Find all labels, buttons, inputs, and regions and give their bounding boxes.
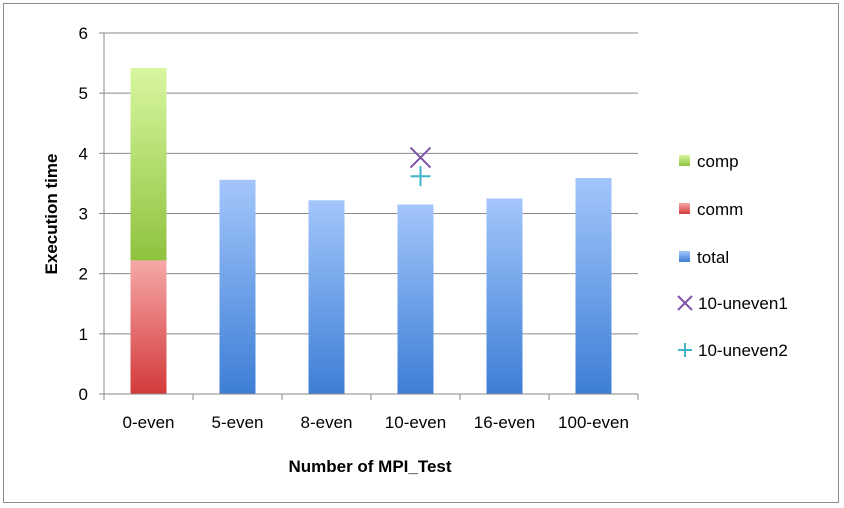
x-tick-label-100-even: 100-even — [558, 413, 629, 432]
bar-total-10-even — [397, 204, 434, 394]
y-tick-labels: 0 1 2 3 4 5 6 — [79, 24, 88, 404]
bar-total-8-even — [308, 200, 345, 394]
y-axis-title: Execution time — [42, 154, 61, 275]
x-tick-label-5-even: 5-even — [212, 413, 264, 432]
legend-swatch-comp — [679, 155, 690, 166]
x-tick-label-8-even: 8-even — [301, 413, 353, 432]
legend-swatch-comm — [679, 203, 690, 214]
gridlines — [104, 32, 638, 335]
bar-total-16-even — [486, 198, 523, 394]
bars — [130, 67, 612, 394]
legend-label-10-uneven1: 10-uneven1 — [698, 294, 788, 313]
x-tick-label-16-even: 16-even — [474, 413, 535, 432]
legend-label-comp: comp — [697, 152, 739, 171]
y-tick-label-6: 6 — [79, 24, 88, 43]
legend-swatch-total — [679, 251, 690, 262]
y-tick-label-0: 0 — [79, 385, 88, 404]
marker-10-uneven2 — [410, 166, 431, 187]
bar-total-5-even — [219, 179, 256, 394]
y-tick-label-4: 4 — [79, 144, 88, 163]
legend: comp comm total 10-uneven1 10-uneven2 — [677, 152, 788, 360]
y-tick-label-5: 5 — [79, 84, 88, 103]
y-tick-label-2: 2 — [79, 265, 88, 284]
legend-label-10-uneven2: 10-uneven2 — [698, 341, 788, 360]
marker-10-uneven1 — [409, 146, 432, 169]
legend-marker-10-uneven1-stroke-b — [677, 295, 693, 311]
legend-marker-10-uneven1 — [677, 295, 693, 311]
bar-total-100-even — [575, 178, 612, 394]
axes — [99, 32, 639, 400]
legend-label-comm: comm — [697, 200, 743, 219]
x-axis-title: Number of MPI_Test — [288, 457, 451, 476]
x-tick-label-0-even: 0-even — [123, 413, 175, 432]
y-tick-label-1: 1 — [79, 325, 88, 344]
x-tick-labels: 0-even 5-even 8-even 10-even 16-even 100-even — [123, 413, 629, 432]
bar-comp-0-even — [130, 67, 167, 261]
x-tick-label-10-even: 10-even — [385, 413, 446, 432]
y-tick-label-3: 3 — [79, 205, 88, 224]
legend-label-total: total — [697, 248, 729, 267]
legend-marker-10-uneven2 — [678, 343, 692, 357]
marker-10-uneven1-stroke-b — [409, 146, 432, 169]
bar-comm-0-even — [130, 260, 167, 394]
markers — [409, 146, 432, 187]
